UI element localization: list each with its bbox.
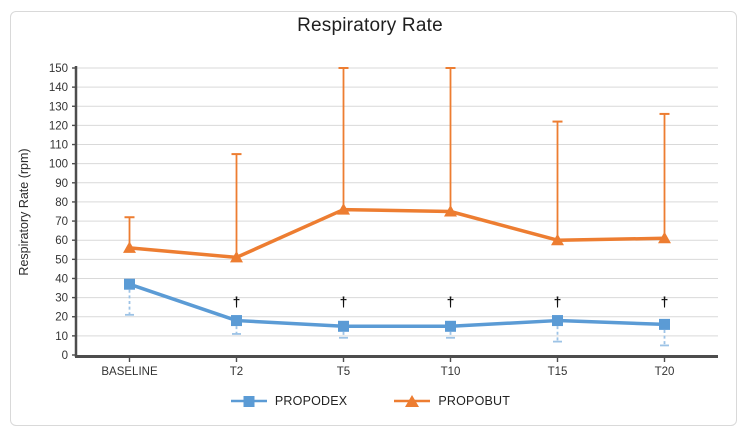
dagger-annotation: † bbox=[340, 293, 348, 309]
y-tick-label: 10 bbox=[55, 331, 68, 343]
dagger-annotation: † bbox=[447, 293, 455, 309]
legend-label-propobut: PROPOBUT bbox=[438, 394, 511, 408]
data-point-marker bbox=[338, 320, 349, 332]
x-tick-label: T10 bbox=[441, 366, 461, 378]
y-tick-label: 100 bbox=[49, 159, 68, 171]
y-tick-label: 70 bbox=[55, 216, 68, 228]
y-tick-label: 140 bbox=[49, 82, 68, 94]
data-point-marker bbox=[659, 318, 670, 330]
data-point-marker bbox=[444, 205, 457, 217]
x-tick-label: T15 bbox=[548, 366, 568, 378]
data-point-marker bbox=[230, 250, 243, 263]
y-tick-label: 40 bbox=[55, 273, 68, 285]
y-tick-label: 30 bbox=[55, 293, 68, 305]
y-tick-label: 90 bbox=[55, 178, 68, 190]
chart-title: Respiratory Rate bbox=[297, 15, 443, 36]
legend-item-propobut: PROPOBUT bbox=[393, 393, 510, 409]
y-tick-label: 110 bbox=[50, 140, 68, 152]
data-point-marker bbox=[552, 315, 563, 327]
y-tick-label: 130 bbox=[49, 101, 68, 113]
data-point-marker bbox=[231, 315, 242, 327]
dagger-annotation: † bbox=[554, 293, 562, 309]
x-tick-label: T20 bbox=[655, 366, 675, 378]
data-point-marker bbox=[445, 320, 456, 332]
data-point-marker bbox=[551, 233, 564, 246]
legend: PROPODEX PROPOBUT bbox=[0, 389, 740, 413]
y-tick-label: 0 bbox=[62, 350, 68, 362]
x-tick-label: T5 bbox=[337, 366, 350, 378]
y-tick-label: 50 bbox=[55, 254, 68, 266]
x-tick-label: BASELINE bbox=[101, 366, 158, 378]
data-point-marker bbox=[337, 203, 350, 215]
legend-item-propodex: PROPODEX bbox=[230, 393, 347, 409]
y-tick-label: 150 bbox=[49, 63, 68, 75]
y-tick-label: 20 bbox=[55, 312, 68, 324]
data-point-marker bbox=[658, 231, 671, 244]
y-tick-label: 60 bbox=[55, 235, 68, 247]
propobut-triangle-marker-icon bbox=[394, 395, 431, 407]
data-point-marker bbox=[124, 278, 135, 290]
data-point-marker bbox=[123, 241, 136, 253]
propodex-square-marker-icon bbox=[230, 396, 267, 407]
series-line-propodex bbox=[127, 282, 667, 329]
x-tick-label: T2 bbox=[230, 366, 243, 378]
legend-label-propodex: PROPODEX bbox=[274, 394, 348, 408]
series-line-propobut bbox=[127, 207, 667, 260]
y-tick-label: 80 bbox=[55, 197, 68, 209]
dagger-annotation: † bbox=[233, 293, 241, 309]
y-tick-label: 120 bbox=[49, 120, 68, 132]
dagger-annotation: † bbox=[661, 293, 669, 309]
